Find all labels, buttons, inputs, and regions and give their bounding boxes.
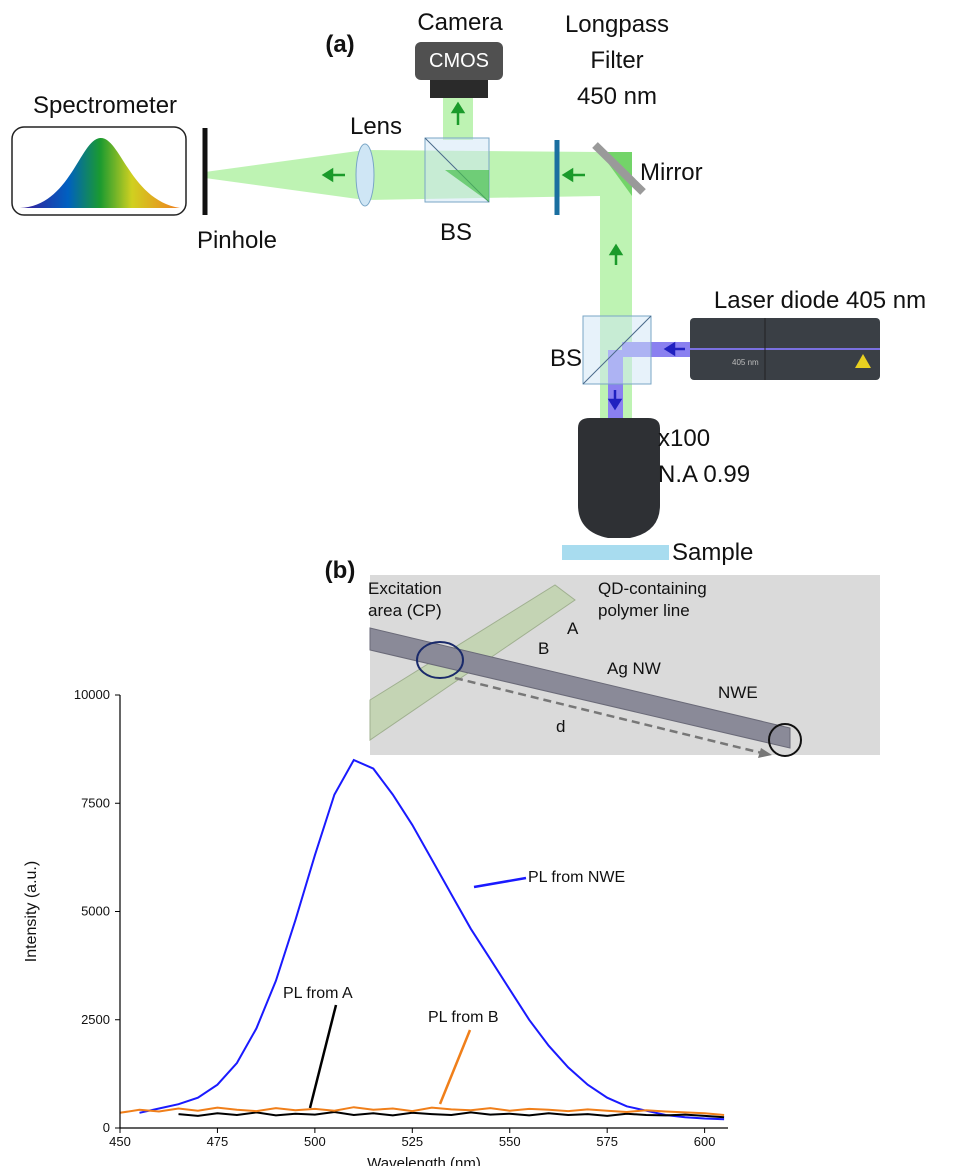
sample-schematic: (b) Excitation area (CP) QD-containing p… [325, 557, 880, 758]
excitation-label: area (CP) [368, 601, 442, 620]
spectrum-icon [20, 137, 180, 208]
sample-label: Sample [672, 539, 753, 566]
excitation-circle [416, 641, 464, 679]
objective [578, 418, 660, 538]
spectrometer-label: Spectrometer [33, 92, 177, 119]
filter-label: 450 nm [577, 83, 657, 110]
camera-label: Camera [417, 9, 503, 36]
beam [205, 150, 600, 200]
label-leader [308, 1004, 338, 1109]
label-leader [473, 876, 527, 889]
objective-label: x100 [658, 425, 710, 452]
distance-arrowhead [758, 748, 772, 758]
mirror [592, 142, 646, 195]
y-tick-label: 0 [103, 1120, 110, 1135]
camera-mount [430, 80, 488, 98]
polymer-label: polymer line [598, 601, 690, 620]
mirror-label: Mirror [640, 159, 703, 186]
filter-label: Filter [590, 47, 643, 74]
pinhole-label: Pinhole [197, 227, 277, 254]
objective-label: N.A 0.99 [658, 461, 750, 488]
point-label: A [567, 619, 579, 638]
lens-label: Lens [350, 113, 402, 140]
x-tick-label: 475 [207, 1134, 229, 1149]
y-tick-label: 5000 [81, 904, 110, 919]
y-tick-label: 10000 [74, 687, 110, 702]
label-leader [438, 1029, 472, 1105]
filter-label: Longpass [565, 11, 669, 38]
nanowire [369, 627, 791, 749]
spectrum-chart: 450 475 500 525 550 575 600 0 2500 5000 7500 10000 W… [23, 687, 728, 1171]
series-label: PL from A [283, 985, 353, 1002]
beam-splitter-face [582, 315, 652, 385]
distance-label: d [556, 717, 565, 736]
point-label: B [538, 639, 549, 658]
beam [445, 170, 489, 202]
y-axis-label: Intensity (a.u.) [23, 861, 40, 962]
series-line [119, 1106, 725, 1116]
x-tick-label: 525 [401, 1134, 423, 1149]
arrows [321, 101, 624, 265]
series-line [139, 758, 725, 1121]
excitation-label: Excitation [368, 579, 442, 598]
laser-body-text: 405 nm [732, 358, 759, 367]
lens [355, 143, 375, 207]
setup-diagram: (a) Camera CMOS Spectrometer [11, 9, 926, 566]
x-axis-label: Wavelength (nm) [367, 1155, 481, 1166]
camera [415, 42, 503, 80]
polymer-label: QD-containing [598, 579, 707, 598]
x-tick-label: 575 [596, 1134, 618, 1149]
bs-label: BS [550, 345, 582, 372]
series-label: PL from NWE [528, 869, 625, 886]
series-line [178, 1110, 725, 1119]
camera-sensor: CMOS [429, 50, 489, 72]
nanowire-label: Ag NW [607, 659, 661, 678]
distance-arrow [454, 676, 771, 757]
sample [562, 545, 669, 560]
end-circle [768, 723, 802, 757]
laser-arrows [607, 341, 685, 411]
end-label: NWE [718, 683, 758, 702]
x-tick-label: 550 [499, 1134, 521, 1149]
bs-label: BS [440, 219, 472, 246]
x-tick-label: 600 [694, 1134, 716, 1149]
panel-label: (a) [325, 31, 354, 58]
panel-label: (b) [325, 557, 356, 584]
y-tick-label: 7500 [81, 795, 110, 810]
x-tick-label: 500 [304, 1134, 326, 1149]
y-tick-label: 2500 [81, 1012, 110, 1027]
x-tick-label: 450 [109, 1134, 131, 1149]
laser-label: Laser diode 405 nm [714, 287, 926, 314]
laser-warning [855, 354, 871, 368]
series-label: PL from B [428, 1009, 499, 1026]
